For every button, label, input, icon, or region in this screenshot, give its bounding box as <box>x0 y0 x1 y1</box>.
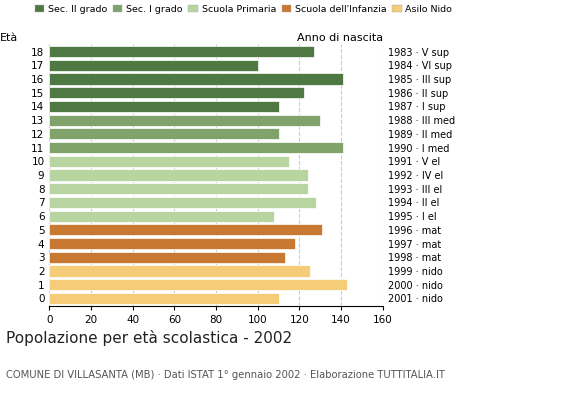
Text: Anno di nascita: Anno di nascita <box>297 34 383 44</box>
Bar <box>49 142 343 153</box>
Bar <box>49 238 295 249</box>
Bar <box>49 197 316 208</box>
Bar <box>49 128 278 140</box>
Bar <box>49 252 285 263</box>
Bar <box>49 224 322 236</box>
Text: Popolazione per età scolastica - 2002: Popolazione per età scolastica - 2002 <box>6 330 292 346</box>
Text: COMUNE DI VILLASANTA (MB) · Dati ISTAT 1° gennaio 2002 · Elaborazione TUTTITALIA: COMUNE DI VILLASANTA (MB) · Dati ISTAT 1… <box>6 370 445 380</box>
Bar <box>49 87 303 98</box>
Bar <box>49 265 310 277</box>
Bar <box>49 101 278 112</box>
Bar <box>49 46 314 57</box>
Bar <box>49 293 278 304</box>
Text: Età: Età <box>0 34 18 44</box>
Bar <box>49 73 343 85</box>
Bar <box>49 183 308 194</box>
Bar <box>49 114 320 126</box>
Bar <box>49 279 347 290</box>
Bar <box>49 169 308 181</box>
Legend: Sec. II grado, Sec. I grado, Scuola Primaria, Scuola dell'Infanzia, Asilo Nido: Sec. II grado, Sec. I grado, Scuola Prim… <box>35 5 452 14</box>
Bar <box>49 60 258 71</box>
Bar <box>49 210 274 222</box>
Bar <box>49 156 289 167</box>
